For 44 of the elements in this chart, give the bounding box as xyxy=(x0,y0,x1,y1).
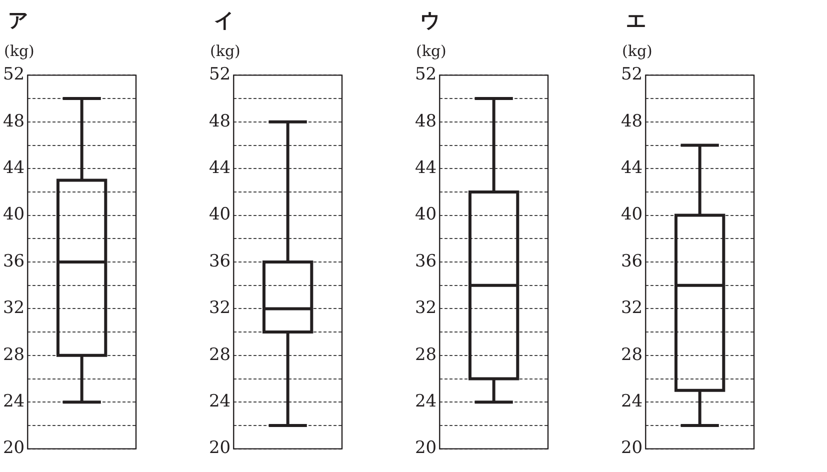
y-tick-label: 24 xyxy=(208,392,231,412)
y-tick-label: 28 xyxy=(2,344,25,365)
y-tick-label: 52 xyxy=(2,64,25,85)
y-tick-label: 32 xyxy=(208,298,231,318)
y-tick-label: 28 xyxy=(414,344,437,365)
y-axis-title: (kg) xyxy=(3,41,36,62)
y-tick-label: 20 xyxy=(208,438,231,458)
y-tick-label: 44 xyxy=(2,158,25,178)
chart-title: ウ xyxy=(419,7,441,34)
y-tick-label: 52 xyxy=(208,64,231,85)
y-tick-label: 20 xyxy=(620,438,643,458)
y-tick-label: 44 xyxy=(208,158,231,178)
y-tick-label: 20 xyxy=(414,438,437,458)
y-tick-label: 48 xyxy=(414,111,437,132)
y-tick-label: 48 xyxy=(2,111,25,132)
y-tick-label: 24 xyxy=(2,392,25,412)
y-tick-label: 48 xyxy=(620,111,643,132)
y-tick-label: 40 xyxy=(414,204,437,225)
y-tick-label: 36 xyxy=(414,251,437,272)
chart-title: エ xyxy=(625,7,647,34)
y-axis-title: (kg) xyxy=(415,41,448,62)
y-tick-label: 44 xyxy=(414,158,437,178)
y-tick-label: 48 xyxy=(208,111,231,132)
y-tick-label: 36 xyxy=(2,251,25,272)
chart-title: ア xyxy=(7,7,29,34)
y-tick-label: 40 xyxy=(2,204,25,225)
y-tick-label: 40 xyxy=(620,204,643,225)
y-tick-label: 28 xyxy=(208,344,231,365)
y-axis-title: (kg) xyxy=(209,41,242,62)
y-tick-label: 52 xyxy=(620,64,643,85)
y-tick-label: 32 xyxy=(2,298,25,318)
y-tick-label: 32 xyxy=(414,298,437,318)
y-tick-label: 28 xyxy=(620,344,643,365)
y-tick-label: 36 xyxy=(620,251,643,272)
y-tick-label: 32 xyxy=(620,298,643,318)
y-tick-label: 36 xyxy=(208,251,231,272)
y-tick-label: 24 xyxy=(620,392,643,412)
y-tick-label: 44 xyxy=(620,158,643,178)
y-tick-label: 52 xyxy=(414,64,437,85)
y-axis-title: (kg) xyxy=(621,41,654,62)
y-tick-label: 20 xyxy=(2,438,25,458)
y-tick-label: 24 xyxy=(414,392,437,412)
chart-title: イ xyxy=(213,7,235,34)
y-tick-label: 40 xyxy=(208,204,231,225)
